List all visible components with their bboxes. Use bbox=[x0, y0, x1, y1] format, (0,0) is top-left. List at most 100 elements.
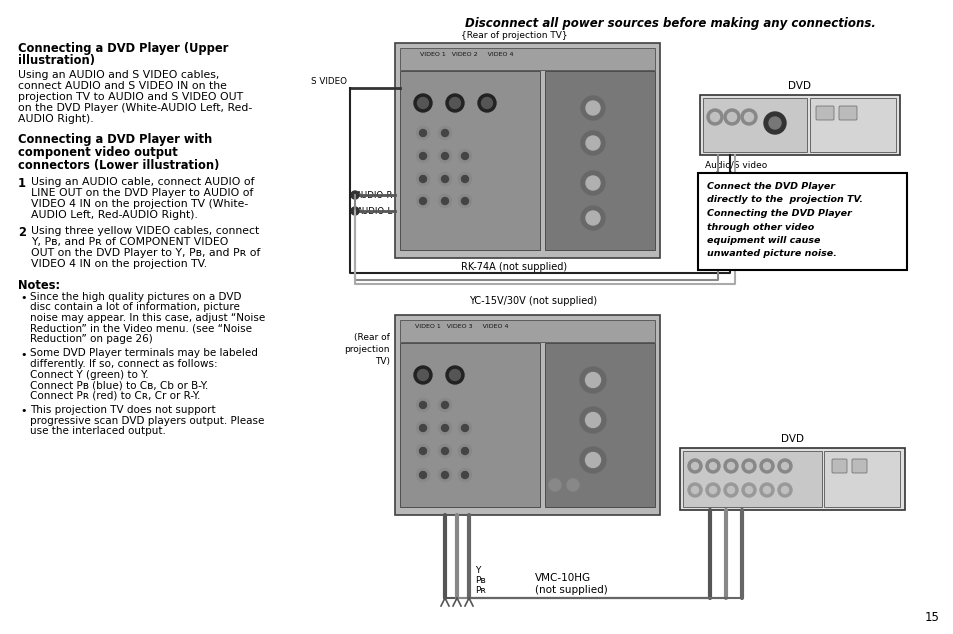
Text: Audio/S video: Audio/S video bbox=[704, 160, 766, 169]
Circle shape bbox=[741, 459, 755, 473]
Circle shape bbox=[585, 211, 599, 225]
Circle shape bbox=[441, 425, 448, 432]
Circle shape bbox=[458, 195, 471, 207]
Text: RK-74A (not supplied): RK-74A (not supplied) bbox=[460, 262, 567, 272]
Text: AUDIO Left, Red-AUDIO Right).: AUDIO Left, Red-AUDIO Right). bbox=[30, 210, 197, 220]
Circle shape bbox=[458, 150, 471, 162]
FancyBboxPatch shape bbox=[544, 71, 655, 250]
Circle shape bbox=[449, 370, 460, 380]
Circle shape bbox=[768, 117, 781, 129]
Circle shape bbox=[438, 469, 451, 481]
Circle shape bbox=[458, 422, 471, 434]
Text: (not supplied): (not supplied) bbox=[535, 585, 607, 595]
Circle shape bbox=[691, 462, 698, 470]
Text: VIDEO 4 IN on the projection TV (White-: VIDEO 4 IN on the projection TV (White- bbox=[30, 199, 248, 209]
Circle shape bbox=[438, 444, 451, 458]
Text: illustration): illustration) bbox=[18, 54, 95, 67]
Circle shape bbox=[585, 136, 599, 150]
Circle shape bbox=[580, 206, 604, 230]
Circle shape bbox=[419, 153, 426, 160]
Text: Connecting a DVD Player (Upper: Connecting a DVD Player (Upper bbox=[18, 42, 228, 55]
Text: Connecting a DVD Player with: Connecting a DVD Player with bbox=[18, 133, 212, 146]
Circle shape bbox=[781, 486, 788, 493]
Circle shape bbox=[458, 172, 471, 186]
Text: differently. If so, connect as follows:: differently. If so, connect as follows: bbox=[30, 359, 217, 369]
Circle shape bbox=[762, 462, 770, 470]
Text: through other video: through other video bbox=[706, 223, 814, 231]
Text: AUDIO Right).: AUDIO Right). bbox=[18, 114, 93, 124]
Circle shape bbox=[441, 401, 448, 408]
Circle shape bbox=[723, 483, 738, 497]
Text: component video output: component video output bbox=[18, 146, 177, 159]
Circle shape bbox=[438, 399, 451, 411]
Circle shape bbox=[709, 462, 716, 470]
FancyBboxPatch shape bbox=[399, 48, 655, 70]
Text: •: • bbox=[20, 406, 27, 416]
Circle shape bbox=[446, 94, 463, 112]
Text: Connect Pʀ (red) to Cʀ, Cr or R-Y.: Connect Pʀ (red) to Cʀ, Cr or R-Y. bbox=[30, 391, 200, 401]
Circle shape bbox=[566, 479, 578, 491]
Circle shape bbox=[580, 96, 604, 120]
Text: equipment will cause: equipment will cause bbox=[706, 236, 820, 245]
Circle shape bbox=[585, 373, 599, 387]
Text: 1: 1 bbox=[18, 177, 26, 190]
Text: This projection TV does not support: This projection TV does not support bbox=[30, 405, 215, 415]
Circle shape bbox=[461, 153, 468, 160]
Circle shape bbox=[351, 191, 358, 199]
Circle shape bbox=[416, 172, 429, 186]
Text: AUDIO-R: AUDIO-R bbox=[355, 190, 393, 200]
Circle shape bbox=[548, 479, 560, 491]
Text: 15: 15 bbox=[924, 611, 939, 624]
FancyBboxPatch shape bbox=[679, 448, 904, 510]
FancyBboxPatch shape bbox=[544, 343, 655, 507]
FancyBboxPatch shape bbox=[809, 98, 895, 152]
Circle shape bbox=[441, 198, 448, 205]
FancyBboxPatch shape bbox=[851, 459, 866, 473]
Text: Using an AUDIO and S VIDEO cables,: Using an AUDIO and S VIDEO cables, bbox=[18, 70, 219, 80]
Text: disc contain a lot of information, picture: disc contain a lot of information, pictu… bbox=[30, 302, 239, 313]
Circle shape bbox=[351, 207, 358, 215]
Circle shape bbox=[461, 425, 468, 432]
Circle shape bbox=[477, 94, 496, 112]
Circle shape bbox=[419, 129, 426, 136]
Circle shape bbox=[419, 198, 426, 205]
Text: YC-15V/30V (not supplied): YC-15V/30V (not supplied) bbox=[468, 296, 597, 306]
Circle shape bbox=[743, 112, 753, 122]
Circle shape bbox=[778, 459, 791, 473]
FancyBboxPatch shape bbox=[399, 343, 539, 507]
FancyBboxPatch shape bbox=[698, 173, 906, 270]
Circle shape bbox=[458, 444, 471, 458]
Circle shape bbox=[778, 483, 791, 497]
Text: Using three yellow VIDEO cables, connect: Using three yellow VIDEO cables, connect bbox=[30, 226, 259, 236]
Circle shape bbox=[781, 462, 788, 470]
Circle shape bbox=[416, 195, 429, 207]
Text: Reduction” in the Video menu. (see “Noise: Reduction” in the Video menu. (see “Nois… bbox=[30, 323, 252, 333]
Circle shape bbox=[579, 367, 605, 393]
FancyBboxPatch shape bbox=[831, 459, 846, 473]
Text: VMC-10HG: VMC-10HG bbox=[535, 573, 591, 583]
Circle shape bbox=[744, 486, 752, 493]
Text: directly to the  projection TV.: directly to the projection TV. bbox=[706, 195, 862, 205]
Circle shape bbox=[461, 198, 468, 205]
FancyBboxPatch shape bbox=[395, 43, 659, 258]
Circle shape bbox=[760, 459, 773, 473]
Text: connectors (Lower illustration): connectors (Lower illustration) bbox=[18, 159, 219, 172]
Circle shape bbox=[687, 483, 701, 497]
Circle shape bbox=[579, 407, 605, 433]
Text: VIDEO 1   VIDEO 3     VIDEO 4: VIDEO 1 VIDEO 3 VIDEO 4 bbox=[415, 324, 508, 329]
Text: Notes:: Notes: bbox=[18, 279, 60, 292]
Circle shape bbox=[416, 422, 429, 434]
Circle shape bbox=[705, 483, 720, 497]
Text: AUDIO-L: AUDIO-L bbox=[356, 207, 393, 216]
Text: noise may appear. In this case, adjust “Noise: noise may appear. In this case, adjust “… bbox=[30, 313, 265, 323]
Text: unwanted picture noise.: unwanted picture noise. bbox=[706, 250, 836, 259]
Text: use the interlaced output.: use the interlaced output. bbox=[30, 426, 166, 436]
Text: Pʙ: Pʙ bbox=[475, 576, 485, 585]
Circle shape bbox=[441, 472, 448, 479]
Circle shape bbox=[438, 195, 451, 207]
Text: Using an AUDIO cable, connect AUDIO of: Using an AUDIO cable, connect AUDIO of bbox=[30, 177, 254, 187]
Circle shape bbox=[441, 129, 448, 136]
FancyBboxPatch shape bbox=[399, 320, 655, 342]
Circle shape bbox=[438, 150, 451, 162]
Text: Connect Y (green) to Y.: Connect Y (green) to Y. bbox=[30, 370, 149, 380]
